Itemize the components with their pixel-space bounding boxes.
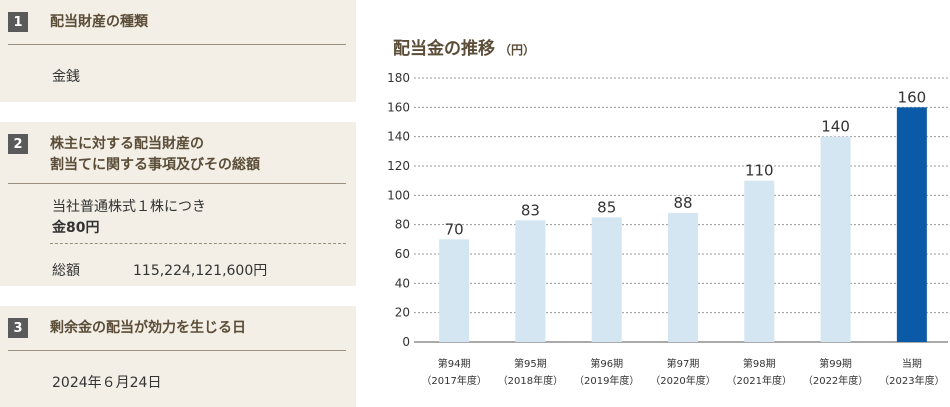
x-tick-label: 当期 [902, 357, 922, 370]
chart-unit: （円） [499, 43, 536, 57]
data-label: 70 [445, 220, 464, 238]
total-value: 115,224,121,600円 [133, 263, 268, 279]
y-tick-label: 0 [402, 335, 410, 349]
y-tick-label: 120 [387, 159, 410, 173]
section-heading: 配当財産の種類 [50, 12, 148, 33]
section-header: 3 剰余金の配当が効力を生じる日 [8, 318, 344, 339]
section-heading-line1: 配当財産の種類 [50, 14, 148, 30]
x-tick-sublabel: （2020年度） [650, 374, 715, 387]
data-label: 85 [597, 198, 616, 216]
y-tick-label: 100 [387, 188, 410, 202]
x-tick-label: 第96期 [590, 357, 623, 370]
bar [820, 136, 851, 342]
x-tick-sublabel: （2022年度） [803, 374, 868, 387]
data-label: 88 [673, 194, 692, 212]
total-label: 総額 [52, 263, 80, 279]
y-tick-label: 40 [395, 276, 410, 290]
x-tick-label: 第97期 [667, 357, 700, 370]
bar [668, 212, 698, 342]
x-tick-label: 第98期 [743, 357, 776, 370]
data-label: 140 [821, 118, 850, 136]
y-tick-label: 180 [387, 71, 410, 85]
data-label: 160 [898, 88, 927, 106]
section-heading: 剰余金の配当が効力を生じる日 [50, 318, 246, 339]
y-tick-label: 80 [395, 218, 410, 232]
y-tick-label: 140 [387, 130, 410, 144]
bar [439, 239, 470, 342]
section-dividend-allocation: 2 株主に対する配当財産の 割当てに関する事項及びその総額 当社普通株式１株につ… [0, 122, 356, 286]
x-tick-sublabel: （2018年度） [498, 374, 563, 387]
y-tick-label: 60 [395, 247, 410, 261]
section-divider [8, 183, 346, 184]
y-tick-label: 20 [395, 306, 410, 320]
x-tick-sublabel: （2023年度） [879, 374, 944, 387]
dashed-divider [50, 243, 346, 244]
data-label: 110 [745, 162, 774, 180]
section-divider [8, 44, 346, 45]
section-header: 1 配当財産の種類 [8, 12, 344, 33]
section-heading-line1: 剰余金の配当が効力を生じる日 [50, 320, 246, 336]
per-share-label: 当社普通株式１株につき [52, 199, 206, 215]
chart-title: 配当金の推移 （円） [393, 34, 535, 59]
y-tick-label: 160 [387, 100, 410, 114]
effective-date-value: 2024年６月24日 [52, 375, 162, 391]
bar [515, 220, 546, 342]
x-tick-sublabel: （2021年度） [727, 374, 792, 387]
section-heading: 株主に対する配当財産の 割当てに関する事項及びその総額 [50, 134, 260, 176]
x-tick-label: 第95期 [514, 357, 547, 370]
dividend-type-value: 金銭 [52, 69, 80, 85]
bar [744, 180, 775, 342]
section-header: 2 株主に対する配当財産の 割当てに関する事項及びその総額 [8, 134, 344, 176]
section-number: 3 [8, 318, 28, 338]
x-tick-label: 第99期 [819, 357, 852, 370]
x-tick-label: 第94期 [438, 357, 471, 370]
section-divider [8, 350, 346, 351]
data-label: 83 [521, 201, 540, 219]
bar [896, 107, 927, 342]
x-tick-sublabel: （2017年度） [421, 374, 486, 387]
bar [591, 217, 622, 342]
x-tick-sublabel: （2019年度） [574, 374, 639, 387]
section-dividend-type: 1 配当財産の種類 金銭 [0, 0, 356, 102]
section-heading-line1: 株主に対する配当財産の [50, 136, 204, 152]
section-effective-date: 3 剰余金の配当が効力を生じる日 2024年６月24日 [0, 306, 356, 407]
section-number: 2 [8, 134, 28, 154]
per-share-amount: 金80円 [52, 220, 100, 236]
chart-title-text: 配当金の推移 [393, 39, 495, 59]
section-heading-line2: 割当てに関する事項及びその総額 [50, 157, 260, 173]
section-number: 1 [8, 12, 28, 32]
